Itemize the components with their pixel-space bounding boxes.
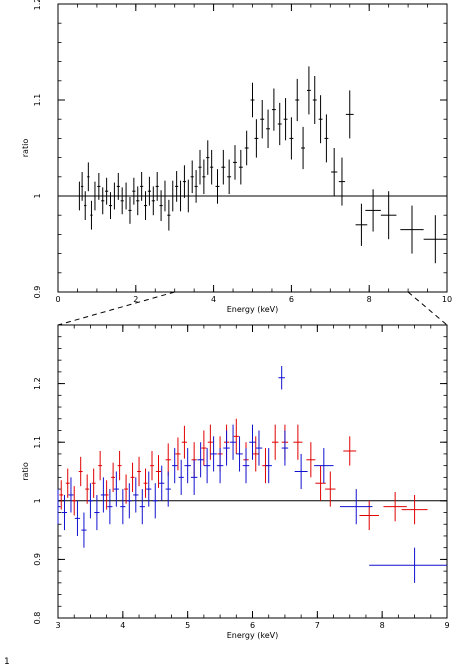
x-tick-label: 6 — [289, 295, 294, 304]
x-tick-label: 7 — [315, 621, 320, 630]
panel-label: 1 — [4, 657, 10, 667]
x-tick-label: 2 — [133, 295, 138, 304]
zoom-connector-left — [57, 291, 175, 326]
y-tick-label: 1.2 — [33, 377, 42, 390]
data-series — [57, 366, 447, 583]
x-tick-label: 9 — [444, 621, 449, 630]
x-tick-label: 4 — [120, 621, 125, 630]
x-tick-label: 8 — [380, 621, 385, 630]
x-tick-label: 4 — [211, 295, 216, 304]
y-tick-label: 0.9 — [33, 553, 42, 566]
x-tick-label: 8 — [367, 295, 372, 304]
x-tick-label: 0 — [55, 295, 60, 304]
y-tick-label: 1.1 — [33, 94, 42, 107]
zoom-connector-lines — [57, 291, 448, 326]
x-tick-label: 10 — [442, 295, 452, 304]
x-tick-label: 5 — [185, 621, 190, 630]
y-tick-label: 1.1 — [33, 436, 42, 449]
data-series — [78, 66, 447, 264]
bottom-panel: 3 4 5 6 7 8 9 0.8 0.9 1 1.1 1.2 Energy (keV) ratio — [21, 324, 450, 640]
y-axis-title: ratio — [21, 139, 30, 158]
y-tick-label: 1 — [33, 193, 42, 198]
plot-frame — [57, 3, 448, 293]
y-tick-label: 0.9 — [33, 286, 42, 299]
x-axis-title: Energy (keV) — [227, 305, 279, 314]
data-series — [59, 418, 428, 531]
y-axis-title: ratio — [21, 462, 30, 481]
x-axis-title: Energy (keV) — [227, 631, 279, 640]
y-tick-label: 0.8 — [33, 612, 42, 625]
x-tick-label: 6 — [250, 621, 255, 630]
y-tick-label: 1.2 — [33, 0, 42, 10]
y-tick-label: 1 — [33, 498, 42, 503]
x-tick-label: 3 — [55, 621, 60, 630]
top-panel: 0 2 4 6 8 10 0.9 1 1.1 1.2 Energy (keV) ratio — [21, 0, 452, 314]
